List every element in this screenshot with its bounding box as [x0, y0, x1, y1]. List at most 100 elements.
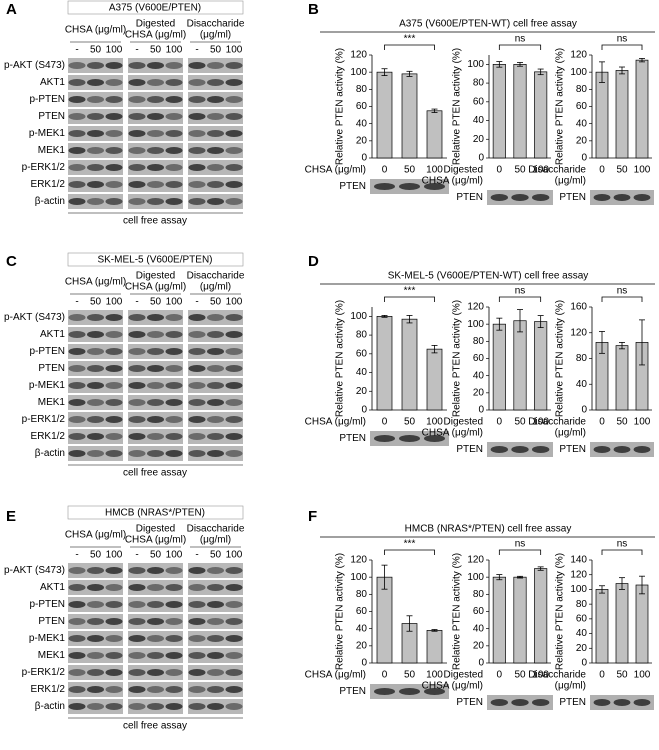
- dose-label: -: [135, 45, 138, 56]
- blot-band: [207, 399, 224, 406]
- pten-band: [613, 446, 631, 453]
- blot-band: [225, 416, 243, 423]
- bar: [595, 589, 609, 664]
- blot-band: [128, 399, 146, 406]
- y-tick-label: 0: [478, 153, 484, 164]
- bar: [376, 576, 393, 664]
- blot-band: [188, 181, 206, 188]
- blot-band: [128, 382, 146, 389]
- blot-band: [128, 601, 146, 608]
- blot-band: [225, 399, 243, 406]
- blot-band: [128, 669, 146, 676]
- blot-band: [147, 365, 164, 372]
- blot-band: [68, 382, 86, 389]
- bar: [534, 568, 548, 664]
- blot-band: [225, 703, 243, 710]
- significance-bracket: [601, 549, 643, 555]
- blot-band: [68, 584, 86, 591]
- blot-band: [147, 416, 164, 423]
- y-tick-label: 160: [570, 302, 587, 313]
- row-label: p-AKT (S473): [4, 565, 65, 576]
- blot-band: [147, 348, 164, 355]
- blot-band: [188, 96, 206, 103]
- blot-band: [87, 567, 104, 574]
- blot-band: [207, 601, 224, 608]
- blot-band: [68, 703, 86, 710]
- blot-band: [188, 669, 206, 676]
- blot-band: [128, 686, 146, 693]
- y-tick-label: 60: [356, 348, 368, 359]
- blot-band: [128, 181, 146, 188]
- y-tick-label: 0: [581, 658, 587, 669]
- blot-band: [87, 686, 104, 693]
- blot-band: [207, 433, 224, 440]
- y-tick-label: 20: [576, 643, 588, 654]
- blot-label: PTEN: [339, 433, 366, 444]
- blot-band: [188, 652, 206, 659]
- significance-bracket: [384, 549, 435, 555]
- bar: [635, 59, 649, 159]
- blot-band: [165, 79, 183, 86]
- blot-band: [165, 96, 183, 103]
- y-tick-label: 120: [350, 50, 367, 61]
- dose-label: 100: [226, 45, 243, 56]
- blot-footer: cell free assay: [123, 721, 187, 732]
- pten-band: [399, 688, 420, 695]
- significance-bracket: [384, 44, 435, 50]
- blot-band: [207, 365, 224, 372]
- blot-band: [87, 601, 104, 608]
- pten-band: [633, 699, 651, 706]
- x-tick-label: 50: [514, 165, 526, 176]
- blot-band: [165, 686, 183, 693]
- dose-label: -: [195, 550, 198, 561]
- y-tick-label: 60: [576, 613, 588, 624]
- blot-band: [225, 79, 243, 86]
- bar: [376, 71, 393, 159]
- blot-band: [165, 147, 183, 154]
- row-label: p-PTEN: [29, 346, 65, 357]
- assay-title: HMCB (NRAS*/PTEN) cell free assay: [405, 524, 572, 535]
- bar: [376, 316, 393, 411]
- blot-band: [68, 348, 86, 355]
- row-label: PTEN: [38, 111, 65, 122]
- blot-band: [165, 130, 183, 137]
- blot-band: [87, 618, 104, 625]
- blot-band: [105, 79, 123, 86]
- x-tick-label: 50: [616, 417, 628, 428]
- y-tick-label: 20: [473, 387, 485, 398]
- blot-band: [147, 314, 164, 321]
- x-axis-label: Disaccharide: [528, 670, 586, 681]
- x-tick-label: 100: [426, 417, 443, 428]
- y-tick-label: 20: [473, 640, 485, 651]
- blot-band: [225, 584, 243, 591]
- group-label: CHSA (μg/ml): [65, 25, 126, 36]
- blot-band: [225, 331, 243, 338]
- blot-band: [87, 652, 104, 659]
- y-tick-label: 40: [473, 115, 485, 126]
- blot-footer: cell free assay: [123, 216, 187, 227]
- blot-band: [68, 652, 86, 659]
- blot-band: [68, 416, 86, 423]
- dose-label: 100: [106, 550, 123, 561]
- blot-band: [147, 618, 164, 625]
- y-tick-label: 100: [467, 572, 484, 583]
- blot-band: [105, 198, 123, 205]
- significance-label: ns: [617, 539, 628, 550]
- group-label: (μg/ml): [200, 282, 231, 293]
- blot-label: PTEN: [339, 686, 366, 697]
- significance-label: ns: [617, 34, 628, 45]
- blot-band: [207, 584, 224, 591]
- y-tick-label: 80: [576, 353, 588, 364]
- blot-band: [225, 348, 243, 355]
- blot-band: [207, 147, 224, 154]
- x-tick-label: 0: [599, 165, 605, 176]
- x-tick-label: 100: [634, 670, 651, 681]
- blot-band: [225, 198, 243, 205]
- panel-letter: D: [308, 253, 319, 270]
- blot-band: [225, 365, 243, 372]
- pten-band: [424, 435, 445, 442]
- blot-band: [68, 130, 86, 137]
- blot-band: [128, 433, 146, 440]
- blot-band: [128, 147, 146, 154]
- x-tick-label: 100: [532, 417, 549, 428]
